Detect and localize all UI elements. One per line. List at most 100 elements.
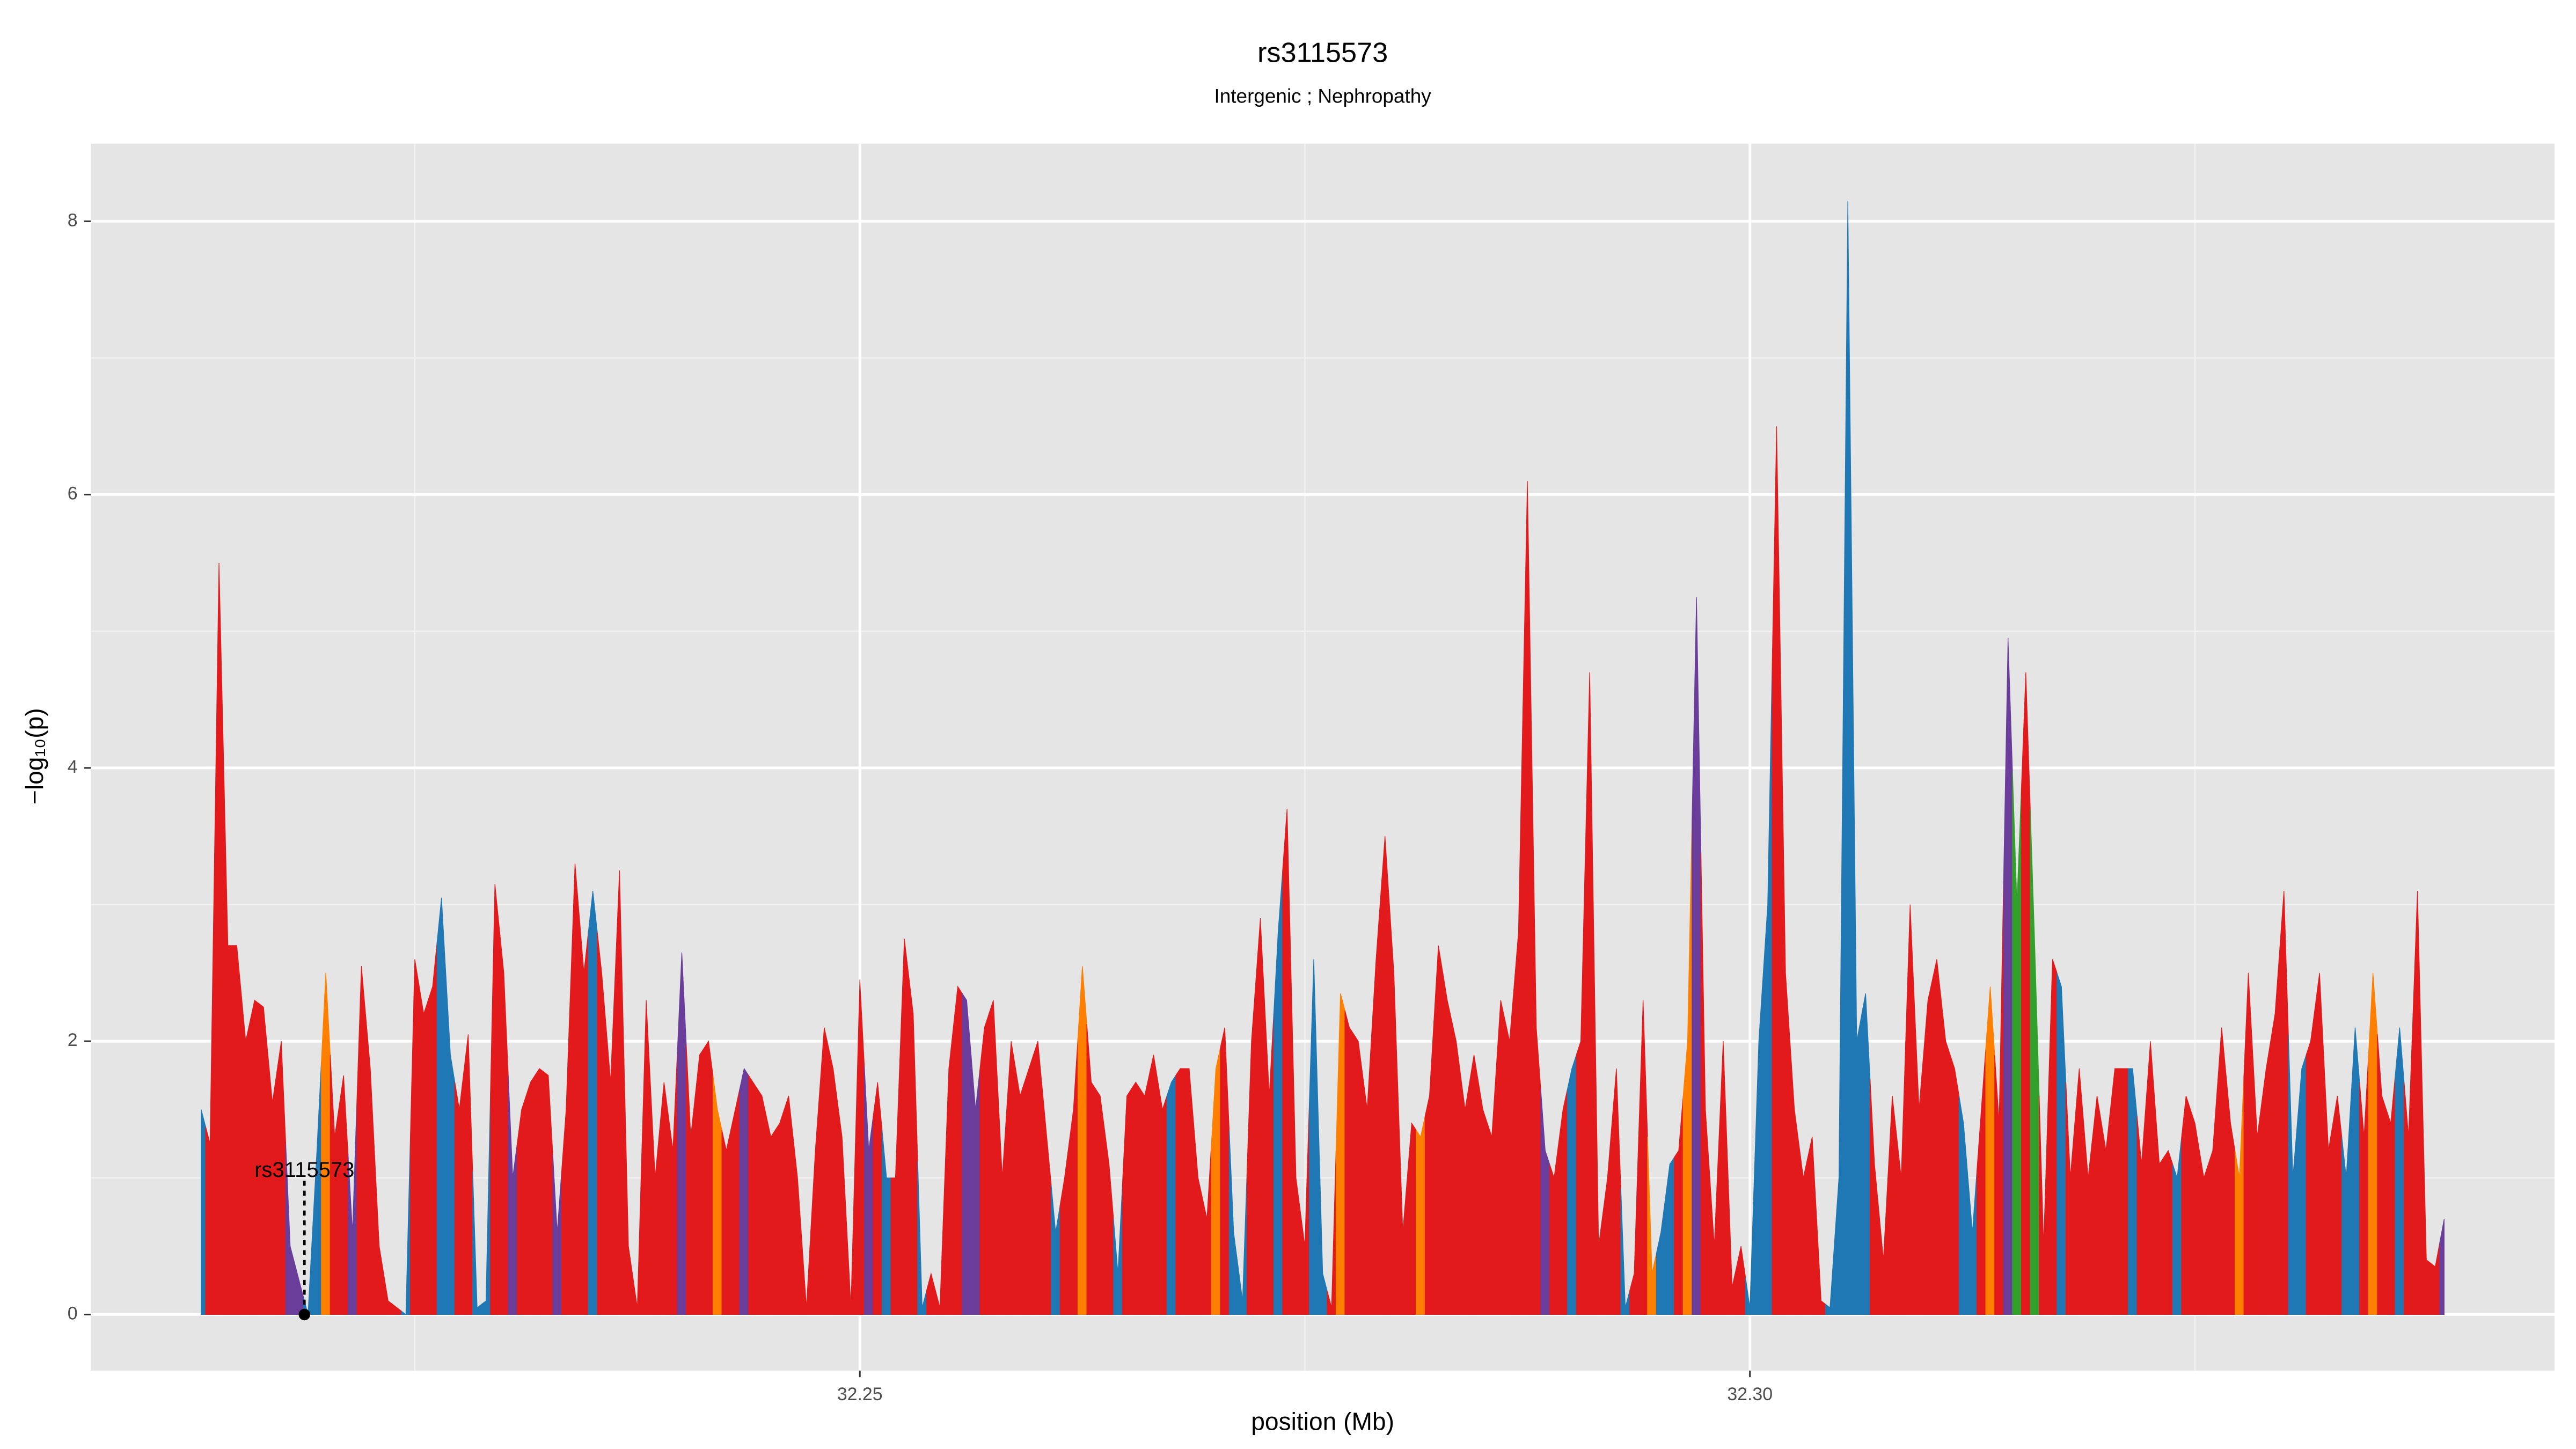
area-segment bbox=[1647, 1137, 1657, 1315]
area-segment bbox=[1104, 1130, 1114, 1315]
area-segment bbox=[1086, 1024, 1096, 1315]
area-segment bbox=[365, 1017, 375, 1315]
area-segment bbox=[2057, 972, 2067, 1315]
area-segment bbox=[543, 1071, 553, 1315]
area-segment bbox=[2208, 1089, 2218, 1315]
area-segment bbox=[1977, 1048, 1986, 1315]
area-segment bbox=[240, 993, 251, 1315]
area-segment bbox=[1816, 1219, 1826, 1315]
area-segment bbox=[989, 1000, 998, 1315]
area-segment bbox=[2101, 1109, 2111, 1315]
area-segment bbox=[953, 985, 963, 1315]
area-segment bbox=[223, 754, 233, 1315]
area-segment bbox=[2306, 1007, 2316, 1315]
area-segment bbox=[472, 1171, 482, 1315]
area-segment bbox=[2377, 1034, 2387, 1315]
area-segment bbox=[419, 986, 429, 1315]
area-segment bbox=[882, 1130, 891, 1315]
area-segment bbox=[1353, 1033, 1363, 1315]
area-segment bbox=[321, 972, 331, 1315]
area-segment bbox=[1327, 1150, 1337, 1315]
area-segment bbox=[2252, 1055, 2262, 1315]
area-segment bbox=[1122, 1088, 1132, 1315]
area-segment bbox=[1585, 672, 1595, 1315]
area-segment bbox=[1531, 754, 1541, 1315]
area-segment bbox=[1682, 819, 1693, 1315]
area-segment bbox=[1362, 1034, 1372, 1315]
area-segment bbox=[686, 1044, 696, 1315]
area-segment bbox=[2047, 959, 2058, 1315]
area-segment bbox=[1416, 1116, 1425, 1315]
area-segment bbox=[775, 1109, 785, 1315]
area-segment bbox=[436, 897, 447, 1315]
area-segment bbox=[801, 1229, 811, 1315]
area-segment bbox=[1834, 689, 1844, 1315]
area-segment bbox=[1861, 993, 1871, 1315]
area-segment bbox=[1923, 979, 1933, 1315]
area-segment bbox=[1932, 959, 1942, 1315]
area-segment bbox=[605, 976, 616, 1315]
x-axis-label: position (Mb) bbox=[1251, 1407, 1394, 1435]
area-segment bbox=[863, 1065, 874, 1315]
area-segment bbox=[2332, 1095, 2343, 1315]
area-segment bbox=[1629, 1137, 1640, 1315]
area-segment bbox=[383, 1273, 393, 1315]
area-segment bbox=[632, 1154, 642, 1315]
area-segment bbox=[1318, 1116, 1328, 1315]
area-segment bbox=[2012, 771, 2022, 1315]
area-segment bbox=[1228, 1130, 1239, 1315]
area-segment bbox=[979, 1014, 990, 1315]
area-segment bbox=[1576, 857, 1586, 1315]
area-segment bbox=[614, 870, 625, 1315]
area-segment bbox=[2083, 1123, 2093, 1315]
area-segment bbox=[766, 1116, 776, 1315]
area-segment bbox=[1985, 986, 1995, 1315]
area-segment bbox=[2021, 672, 2031, 1315]
area-segment bbox=[588, 890, 598, 1315]
area-segment bbox=[1718, 1041, 1728, 1315]
area-segment bbox=[730, 1089, 740, 1315]
area-segment bbox=[1371, 897, 1381, 1315]
area-segment bbox=[1140, 1075, 1150, 1315]
y-axis-label: −log₁₀(p) bbox=[20, 708, 48, 804]
area-segment bbox=[1273, 870, 1283, 1315]
area-segment bbox=[2341, 1102, 2351, 1315]
area-segment bbox=[1914, 1007, 1924, 1315]
area-segment bbox=[1077, 966, 1087, 1315]
area-segment bbox=[1424, 1020, 1435, 1315]
area-segment bbox=[2323, 1062, 2333, 1315]
area-segment bbox=[517, 1095, 526, 1315]
area-segment bbox=[1638, 1000, 1648, 1315]
area-segment bbox=[1869, 1079, 1879, 1315]
area-segment bbox=[347, 1099, 357, 1315]
area-segment bbox=[2136, 1102, 2147, 1315]
area-segment bbox=[2279, 891, 2289, 1315]
area-segment bbox=[1309, 959, 1319, 1315]
area-segment bbox=[1851, 621, 1862, 1315]
area-segment bbox=[1523, 481, 1532, 1315]
area-segment bbox=[2368, 972, 2378, 1315]
area-segment bbox=[2074, 1069, 2084, 1315]
area-segment bbox=[1593, 959, 1604, 1315]
area-segment bbox=[624, 1058, 633, 1315]
area-segment bbox=[499, 928, 509, 1315]
area-segment bbox=[2065, 1082, 2075, 1315]
area-segment bbox=[1211, 1048, 1221, 1315]
area-segment bbox=[2270, 952, 2280, 1315]
area-segment bbox=[1727, 1164, 1737, 1315]
area-segment bbox=[1380, 836, 1390, 1315]
area-segment bbox=[1762, 665, 1773, 1315]
area-segment bbox=[428, 942, 438, 1315]
area-segment bbox=[1051, 1184, 1060, 1315]
area-segment bbox=[276, 1041, 287, 1315]
area-segment bbox=[1033, 1041, 1043, 1315]
area-segment bbox=[2110, 1068, 2120, 1315]
area-segment bbox=[1478, 1082, 1488, 1315]
area-segment bbox=[2243, 972, 2253, 1315]
y-tick-label: 4 bbox=[68, 757, 78, 777]
area-segment bbox=[899, 939, 910, 1315]
area-segment bbox=[1460, 1075, 1470, 1315]
annotation-label: rs3115573 bbox=[254, 1158, 354, 1182]
annotation-point bbox=[298, 1308, 311, 1321]
